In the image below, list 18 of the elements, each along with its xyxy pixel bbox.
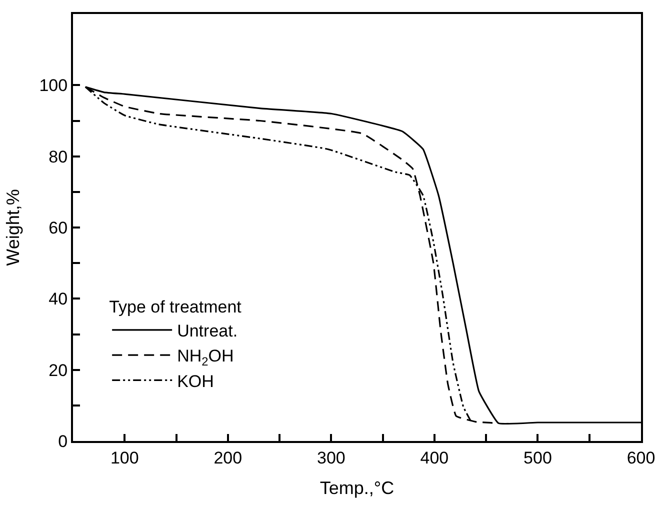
y-tick-label: 40 [48,290,68,309]
legend-label: Untreat. [177,322,238,341]
y-axis-title: Weight,% [2,189,23,266]
x-tick-label: 200 [214,448,242,468]
legend-title: Type of treatment [109,297,242,316]
legend-label: NH$_{2}$OH [177,346,234,368]
x-tick-label: 100 [110,448,139,468]
x-tick-label: 300 [316,448,346,468]
x-tick-label: 600 [626,448,656,468]
y-tick-label: 100 [39,76,68,96]
y-tick-label: 60 [48,218,68,238]
y-tick-label: 0 [58,432,68,451]
legend-label: KOH [177,372,214,391]
x-axis-title: Temp.,°C [320,478,394,498]
y-tick-label: 80 [48,147,68,166]
y-tick-label: 20 [48,360,68,380]
x-tick-label: 400 [420,448,449,468]
x-tick-label: 500 [524,448,552,468]
